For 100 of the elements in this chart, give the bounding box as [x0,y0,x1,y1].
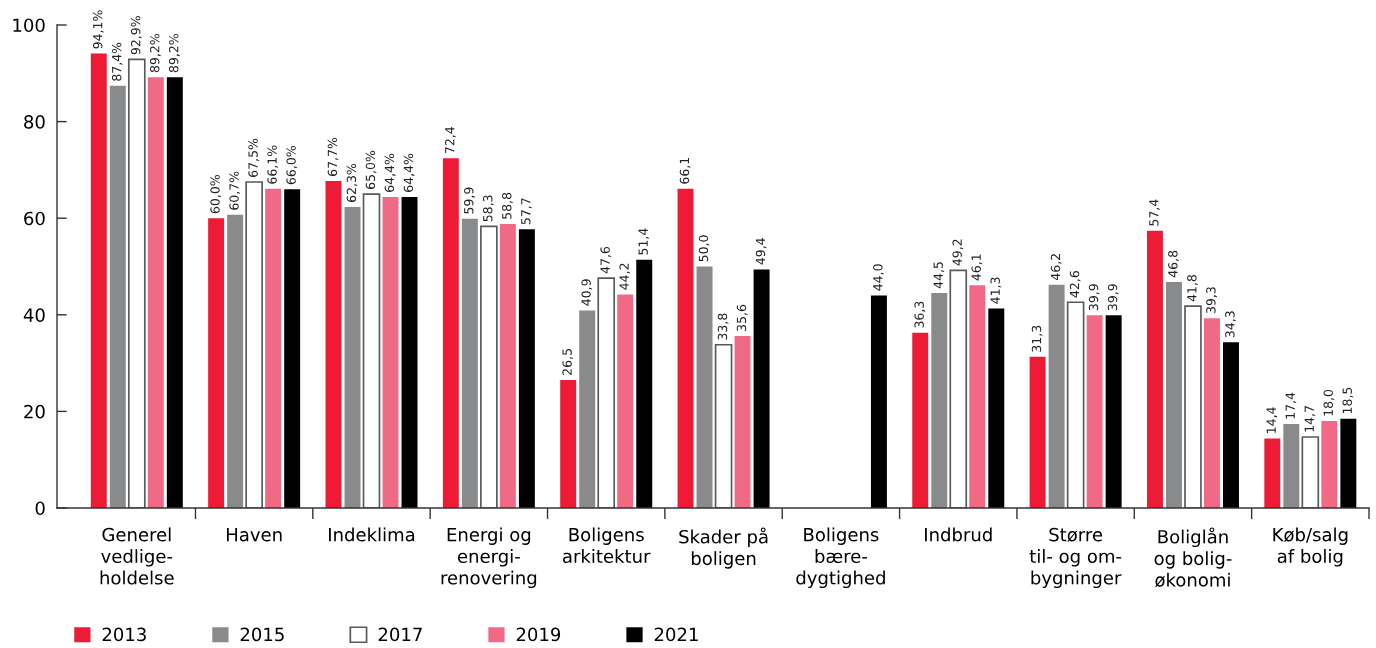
legend-label: 2013 [102,627,146,642]
y-tick-label: 20 [24,404,45,419]
x-tick-label: Større til- og om- bygninger [1029,527,1122,589]
data-label: 89,2% [168,33,180,73]
data-label: 26,5 [562,349,574,375]
bar [714,343,733,508]
bar [579,310,596,508]
data-label: 51,4 [638,228,650,255]
bar [597,277,616,508]
data-label: 65,0% [365,150,377,190]
data-label: 33,8 [717,313,729,340]
bar [166,77,183,508]
bar [1146,230,1163,508]
data-label: 59,9 [464,187,475,214]
bar [988,308,1005,508]
bar [208,218,225,508]
bar [617,294,634,508]
data-label: 39,9 [1088,284,1100,311]
data-label: 35,6 [736,304,748,331]
x-tick-label: Køb/salg af bolig [1273,527,1348,567]
y-tick-label: 0 [35,501,45,516]
x-tick-label: Indeklima [329,527,415,542]
bar [344,207,361,508]
data-label: 67,7% [327,137,339,176]
legend-label: 2015 [240,627,284,642]
x-tick-label: Boligens bære- dygtighed [796,527,885,589]
data-label: 39,9 [1107,284,1119,311]
data-label: 58,8 [502,192,513,219]
data-label: 49,2 [952,239,964,266]
bar [401,196,418,508]
x-tick-label: Energi og energi- renovering [441,527,537,589]
data-label: 34,3 [1225,311,1236,338]
data-label: 72,4 [445,127,456,154]
data-label: 64,4% [403,153,415,192]
bar [499,224,516,508]
data-label: 87,4% [111,42,123,81]
legend-label: 2021 [654,627,698,642]
data-label: 66,0% [286,146,298,185]
data-label: 31,3 [1031,325,1043,352]
data-label: 66,1% [267,145,279,184]
bar [1184,305,1202,508]
legend-label: 2017 [378,627,422,642]
y-tick-label: 60 [24,211,45,226]
data-label: 47,6 [600,246,612,274]
bar [245,181,263,508]
data-label: 17,4 [1285,392,1297,419]
data-label: 57,7 [521,198,532,225]
bar [1086,315,1103,508]
data-label: 39,3 [1206,287,1217,314]
bar [677,188,694,508]
x-tick-label: Indbrud [925,527,992,542]
x-tick-label: Skader på boligen [679,527,768,569]
data-label: 36,3 [914,301,926,328]
bar [461,218,478,508]
bar [1048,284,1065,508]
data-label: 40,9 [581,279,593,306]
bar [1340,418,1357,508]
data-label: 18,0 [1323,389,1335,416]
x-tick-label: Haven [226,528,282,542]
bar [636,259,653,508]
bar [1223,342,1239,508]
bar [325,181,342,508]
bar [1264,438,1281,508]
data-label: 92,9% [130,16,142,55]
x-tick-label: Boligens arkitektur [563,527,651,564]
bar [696,266,713,508]
bar [382,196,399,508]
y-tick-label: 100 [13,18,45,33]
bar [753,269,770,508]
data-label: 94,1% [92,10,104,49]
bar [109,85,126,508]
data-label: 14,4 [1266,407,1278,433]
data-label: 46,8 [1168,250,1179,278]
bar [518,229,535,508]
bar [227,214,244,508]
data-label: 60,0% [210,175,222,214]
data-label: 50,0 [698,235,710,262]
legend-label: 2019 [516,627,561,642]
bar [1029,356,1046,508]
bar [931,293,948,508]
data-label: 49,4 [755,238,767,265]
data-label: 41,3 [990,277,1002,304]
bar [90,53,107,508]
data-label: 42,6 [1069,271,1081,298]
data-label: 14,7 [1304,406,1316,432]
data-label: 46,2 [1050,254,1062,281]
bar [127,58,146,508]
data-label: 67,5% [248,138,260,177]
data-label: 44,5 [933,262,945,289]
y-tick-label: 40 [23,308,45,322]
data-label: 58,3 [483,195,494,222]
x-tick-label: Boliglån og bolig- økonomi [1154,527,1232,588]
bar [442,158,459,508]
bar [1301,436,1320,508]
bar [265,188,282,508]
data-label: 64,4% [384,153,396,192]
x-tick-label: Generel vedlige- holdelse [100,527,174,585]
bar [1066,301,1085,508]
bar [284,189,301,508]
bar [949,269,968,508]
